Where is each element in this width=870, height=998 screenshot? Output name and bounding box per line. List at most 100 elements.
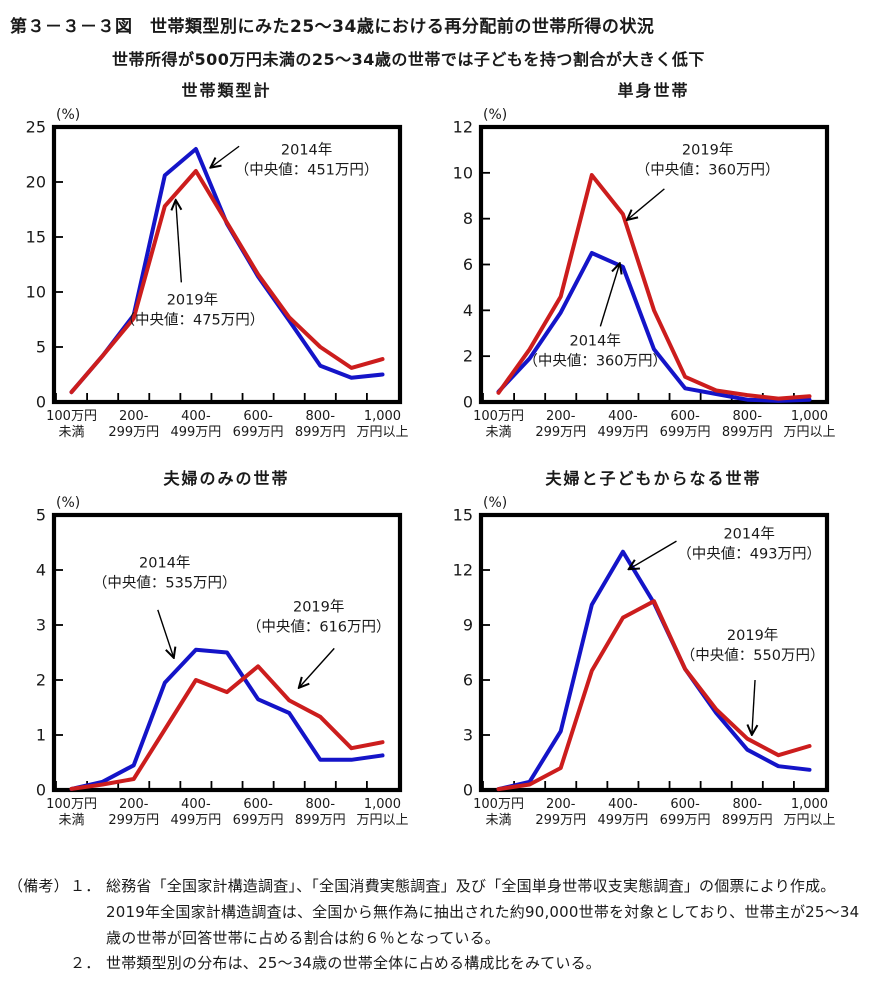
svg-text:100万円: 100万円 [473,409,524,424]
svg-text:699万円: 699万円 [660,425,711,440]
svg-text:499万円: 499万円 [170,425,221,440]
svg-text:万円以上: 万円以上 [783,813,835,828]
svg-text:2019年（中央値：616万円）: 2019年（中央値：616万円） [247,598,391,635]
svg-text:400-: 400- [608,797,638,812]
notes-body: １． 総務省「全国家計構造調査」、「全国消費実態調査」及び「全国単身世帯収支実態… [70,874,862,977]
svg-text:2019年（中央値：550万円）: 2019年（中央値：550万円） [681,627,825,664]
svg-text:699万円: 699万円 [660,813,711,828]
svg-text:899万円: 899万円 [295,425,346,440]
svg-text:699万円: 699万円 [233,813,284,828]
svg-text:499万円: 499万円 [170,813,221,828]
svg-text:2014年（中央値：451万円）: 2014年（中央値：451万円） [235,142,379,179]
svg-text:400-: 400- [181,797,211,812]
svg-text:15: 15 [26,228,46,247]
svg-text:100万円: 100万円 [46,797,97,812]
svg-text:600-: 600- [243,409,273,424]
svg-text:未満: 未満 [59,425,85,440]
svg-text:1,000: 1,000 [364,797,401,812]
chart-title-all-household-types: 世帯類型計 [181,81,272,100]
svg-text:699万円: 699万円 [233,425,284,440]
svg-text:万円以上: 万円以上 [356,813,408,828]
svg-text:600-: 600- [670,797,700,812]
svg-text:4: 4 [36,561,46,580]
notes: （備考） １． 総務省「全国家計構造調査」、「全国消費実態調査」及び「全国単身世… [8,874,862,977]
svg-text:2014年（中央値：535万円）: 2014年（中央値：535万円） [93,554,237,591]
svg-text:299万円: 299万円 [535,813,586,828]
svg-text:600-: 600- [243,797,273,812]
svg-text:6: 6 [463,255,473,274]
svg-text:5: 5 [36,338,46,357]
svg-text:10: 10 [26,283,46,302]
svg-text:20: 20 [26,173,46,192]
svg-text:2014年（中央値：360万円）: 2014年（中央値：360万円） [523,333,667,370]
note-item-1: １． 総務省「全国家計構造調査」、「全国消費実態調査」及び「全国単身世帯収支実態… [70,874,862,951]
note-2-number: ２． [70,954,101,973]
chart-single-households: 単身世帯 (%) 0 2 4 6 8 10 12 100万円 未満 200- 299万円 400- 499… [435,80,862,454]
svg-text:299万円: 299万円 [108,425,159,440]
svg-text:万円以上: 万円以上 [783,425,835,440]
svg-text:899万円: 899万円 [722,425,773,440]
note-1-number: １． [70,877,101,895]
svg-text:2019年（中央値：360万円）: 2019年（中央値：360万円） [636,142,780,179]
svg-text:12: 12 [453,118,473,137]
notes-label: （備考） [8,877,69,895]
svg-text:5: 5 [36,506,46,525]
svg-text:200-: 200- [119,797,149,812]
svg-text:6: 6 [463,671,473,690]
chart-title-couple-only-households: 夫婦のみの世帯 [163,469,290,488]
svg-text:8: 8 [463,209,473,228]
svg-text:600-: 600- [670,409,700,424]
svg-text:0: 0 [36,393,46,412]
svg-text:299万円: 299万円 [108,813,159,828]
svg-text:(%): (%) [483,107,507,123]
svg-text:1,000: 1,000 [791,797,828,812]
chart-title-single-households: 単身世帯 [617,81,690,100]
svg-text:2: 2 [463,347,473,366]
chart-couple-with-children-households: 夫婦と子どもからなる世帯 (%) 0 3 6 9 12 15 100万円 未満 200- 299万円… [435,468,862,842]
note-1-text: 総務省「全国家計構造調査」、「全国消費実態調査」及び「全国単身世帯収支実態調査」… [106,877,860,947]
svg-text:0: 0 [36,781,46,800]
svg-text:1,000: 1,000 [364,409,401,424]
svg-text:9: 9 [463,616,473,635]
svg-text:499万円: 499万円 [597,425,648,440]
chart-title-couple-with-children-households: 夫婦と子どもからなる世帯 [545,469,762,488]
chart-all-household-types: 世帯類型計 (%) 0 5 10 15 20 25 100万円 未満 200- 299万円 400- 4… [8,80,435,454]
page-title: 第３－３－３図 世帯類型別にみた25～34歳における再分配前の世帯所得の状況 [10,17,655,37]
svg-text:100万円: 100万円 [46,409,97,424]
svg-text:25: 25 [26,118,46,137]
svg-text:万円以上: 万円以上 [356,425,408,440]
svg-text:(%): (%) [56,495,80,511]
note-2-text: 世帯類型別の分布は、25～34歳の世帯全体に占める構成比をみている。 [106,954,601,973]
svg-text:1: 1 [36,726,46,745]
svg-text:400-: 400- [181,409,211,424]
svg-text:未満: 未満 [486,425,512,440]
svg-text:200-: 200- [546,409,576,424]
svg-text:未満: 未満 [59,813,85,828]
page-subtitle: 世帯所得が500万円未満の25～34歳の世帯では子どもを持つ割合が大きく低下 [112,50,705,69]
svg-text:12: 12 [453,561,473,580]
svg-text:499万円: 499万円 [597,813,648,828]
svg-text:800-: 800- [306,797,336,812]
svg-text:299万円: 299万円 [535,425,586,440]
svg-text:0: 0 [463,781,473,800]
svg-text:400-: 400- [608,409,638,424]
svg-text:200-: 200- [546,797,576,812]
charts-grid: 世帯類型計 (%) 0 5 10 15 20 25 100万円 未満 200- 299万円 400- 4… [8,80,862,842]
svg-text:10: 10 [453,163,473,182]
note-item-2: ２． 世帯類型別の分布は、25～34歳の世帯全体に占める構成比をみている。 [70,951,862,977]
svg-text:800-: 800- [733,409,763,424]
svg-text:(%): (%) [56,107,80,123]
svg-text:未満: 未満 [486,813,512,828]
svg-text:200-: 200- [119,409,149,424]
svg-text:800-: 800- [306,409,336,424]
svg-text:800-: 800- [733,797,763,812]
svg-text:3: 3 [463,726,473,745]
svg-text:3: 3 [36,616,46,635]
svg-text:899万円: 899万円 [722,813,773,828]
svg-text:899万円: 899万円 [295,813,346,828]
svg-text:100万円: 100万円 [473,797,524,812]
